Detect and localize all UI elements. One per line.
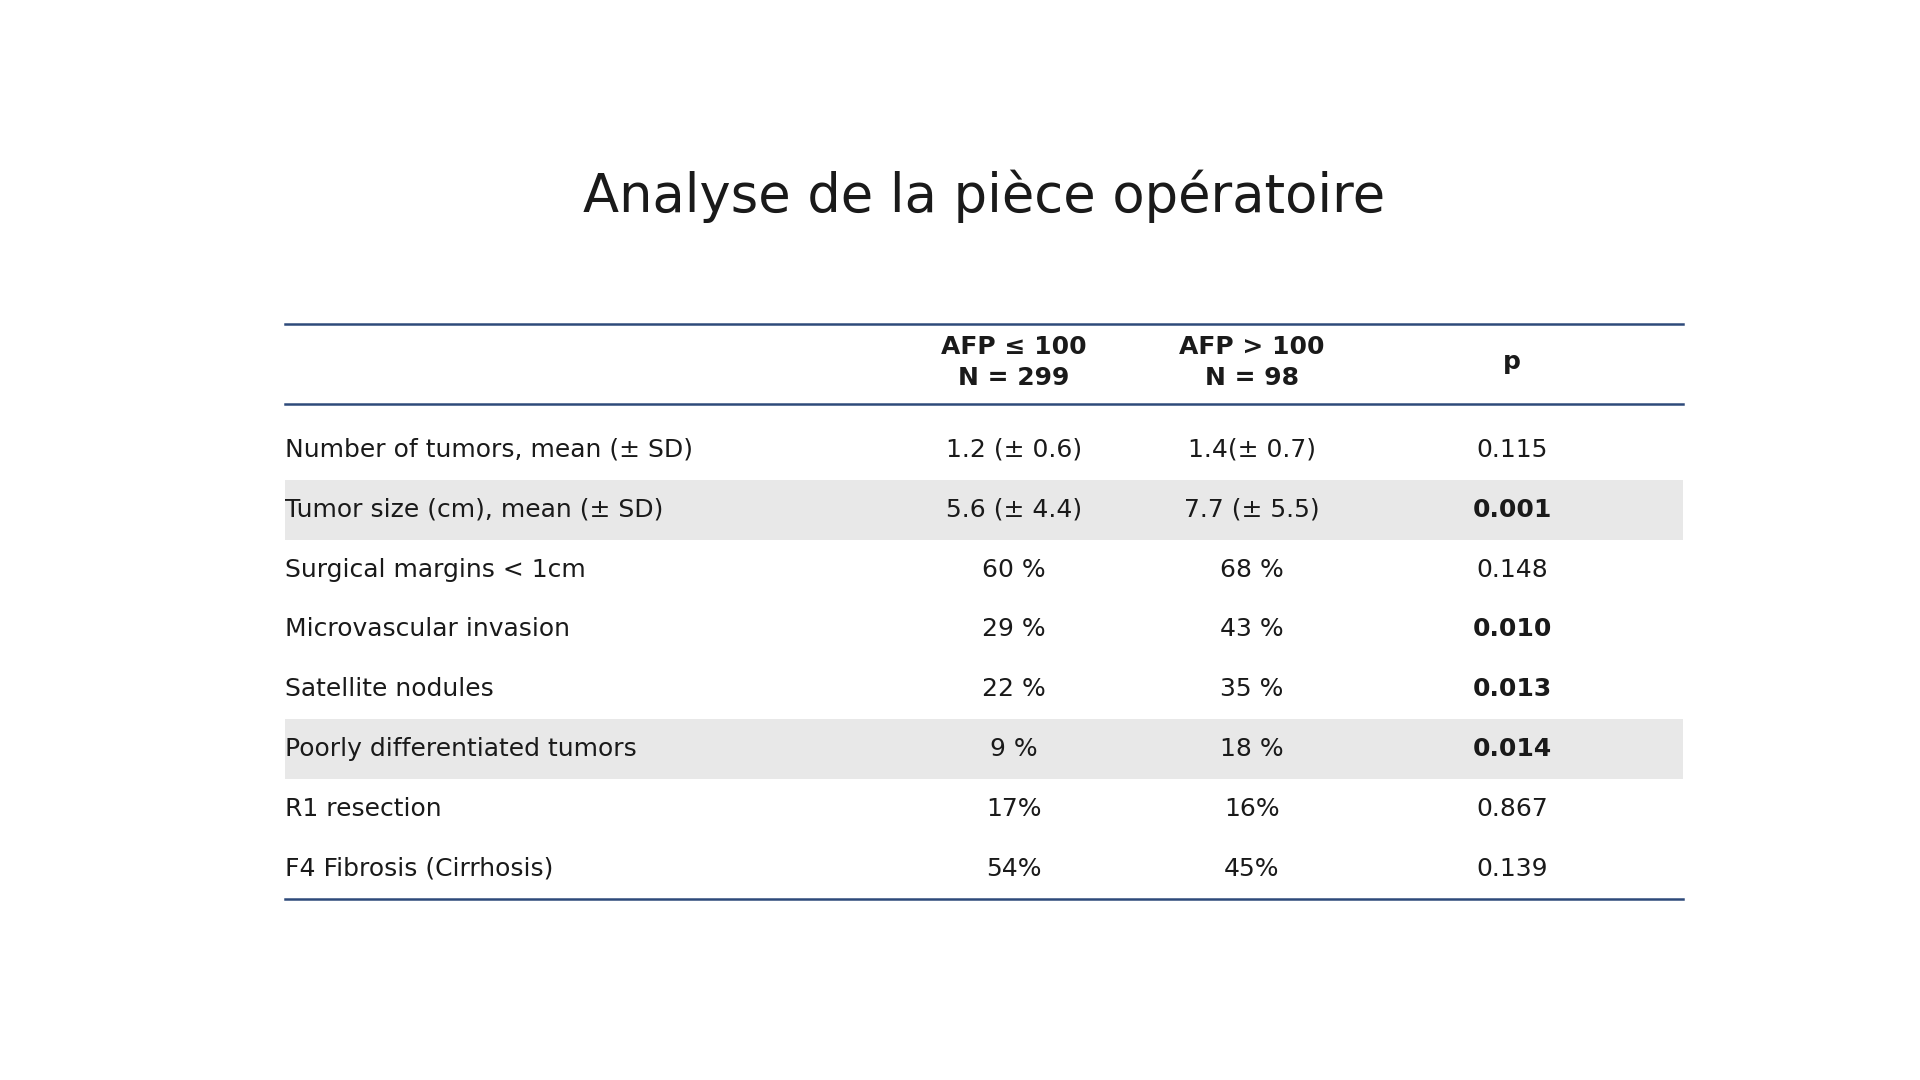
Text: 0.001: 0.001 [1473, 498, 1551, 522]
Text: 35 %: 35 % [1219, 677, 1284, 701]
Text: Surgical margins < 1cm: Surgical margins < 1cm [284, 557, 586, 581]
Text: 9 %: 9 % [991, 738, 1037, 761]
Text: AFP > 100
N = 98: AFP > 100 N = 98 [1179, 335, 1325, 390]
Text: 0.014: 0.014 [1473, 738, 1551, 761]
Text: 0.148: 0.148 [1476, 557, 1548, 581]
Text: 29 %: 29 % [981, 618, 1046, 642]
Text: 22 %: 22 % [981, 677, 1046, 701]
Text: Microvascular invasion: Microvascular invasion [284, 618, 570, 642]
Text: R1 resection: R1 resection [284, 797, 442, 821]
Text: 68 %: 68 % [1219, 557, 1284, 581]
Text: 45%: 45% [1225, 856, 1279, 881]
Text: F4 Fibrosis (Cirrhosis): F4 Fibrosis (Cirrhosis) [284, 856, 553, 881]
Bar [284, 480, 1684, 540]
Text: 54%: 54% [987, 856, 1041, 881]
Text: 5.6 (± 4.4): 5.6 (± 4.4) [947, 498, 1081, 522]
Text: p: p [1503, 350, 1521, 375]
Text: 0.139: 0.139 [1476, 856, 1548, 881]
Text: Analyse de la pièce opératoire: Analyse de la pièce opératoire [584, 170, 1384, 222]
Bar [284, 719, 1684, 779]
Text: AFP ≤ 100
N = 299: AFP ≤ 100 N = 299 [941, 335, 1087, 390]
Text: Satellite nodules: Satellite nodules [284, 677, 493, 701]
Text: 7.7 (± 5.5): 7.7 (± 5.5) [1185, 498, 1319, 522]
Text: 0.013: 0.013 [1473, 677, 1551, 701]
Text: Tumor size (cm), mean (± SD): Tumor size (cm), mean (± SD) [284, 498, 662, 522]
Text: Poorly differentiated tumors: Poorly differentiated tumors [284, 738, 636, 761]
Text: 0.010: 0.010 [1473, 618, 1551, 642]
Text: 1.2 (± 0.6): 1.2 (± 0.6) [947, 437, 1081, 462]
Text: 16%: 16% [1225, 797, 1279, 821]
Text: 43 %: 43 % [1219, 618, 1284, 642]
Text: 60 %: 60 % [981, 557, 1046, 581]
Text: Number of tumors, mean (± SD): Number of tumors, mean (± SD) [284, 437, 693, 462]
Text: 18 %: 18 % [1219, 738, 1284, 761]
Text: 0.115: 0.115 [1476, 437, 1548, 462]
Text: 17%: 17% [987, 797, 1041, 821]
Text: 0.867: 0.867 [1476, 797, 1548, 821]
Text: 1.4(± 0.7): 1.4(± 0.7) [1188, 437, 1315, 462]
